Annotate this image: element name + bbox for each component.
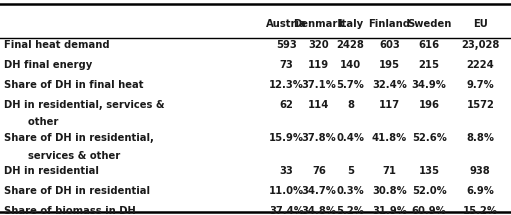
Text: other: other bbox=[14, 117, 59, 127]
Text: 73: 73 bbox=[280, 60, 293, 70]
Text: 616: 616 bbox=[419, 40, 440, 50]
Text: EU: EU bbox=[473, 19, 487, 29]
Text: 41.8%: 41.8% bbox=[372, 133, 407, 143]
Text: 140: 140 bbox=[340, 60, 361, 70]
Text: 117: 117 bbox=[379, 100, 400, 110]
Text: 2428: 2428 bbox=[337, 40, 364, 50]
Text: Share of biomass in DH: Share of biomass in DH bbox=[4, 206, 136, 215]
Text: Final heat demand: Final heat demand bbox=[4, 40, 110, 50]
Text: Italy: Italy bbox=[338, 19, 363, 29]
Text: Share of DH in final heat: Share of DH in final heat bbox=[4, 80, 144, 90]
Text: 52.0%: 52.0% bbox=[412, 186, 447, 197]
Text: 12.3%: 12.3% bbox=[269, 80, 304, 90]
Text: 11.0%: 11.0% bbox=[269, 186, 304, 197]
Text: services & other: services & other bbox=[14, 151, 121, 161]
Text: 135: 135 bbox=[419, 166, 440, 177]
Text: Austria: Austria bbox=[266, 19, 307, 29]
Text: Finland: Finland bbox=[368, 19, 410, 29]
Text: 320: 320 bbox=[309, 40, 329, 50]
Text: 62: 62 bbox=[280, 100, 294, 110]
Text: 0.4%: 0.4% bbox=[337, 133, 364, 143]
Text: 8.8%: 8.8% bbox=[467, 133, 494, 143]
Text: 30.8%: 30.8% bbox=[372, 186, 407, 197]
Text: 5.2%: 5.2% bbox=[337, 206, 364, 215]
Text: 1572: 1572 bbox=[467, 100, 494, 110]
Text: 195: 195 bbox=[379, 60, 400, 70]
Text: Sweden: Sweden bbox=[407, 19, 451, 29]
Text: 31.9%: 31.9% bbox=[372, 206, 407, 215]
Text: 34.9%: 34.9% bbox=[412, 80, 447, 90]
Text: 0.3%: 0.3% bbox=[337, 186, 364, 197]
Text: 603: 603 bbox=[379, 40, 400, 50]
Text: 5: 5 bbox=[347, 166, 354, 177]
Text: 8: 8 bbox=[347, 100, 354, 110]
Text: 23,028: 23,028 bbox=[461, 40, 500, 50]
Text: 938: 938 bbox=[470, 166, 491, 177]
Text: 9.7%: 9.7% bbox=[467, 80, 494, 90]
Text: 114: 114 bbox=[308, 100, 330, 110]
Text: 215: 215 bbox=[419, 60, 440, 70]
Text: DH in residential: DH in residential bbox=[4, 166, 99, 177]
Text: 196: 196 bbox=[419, 100, 440, 110]
Text: 34.8%: 34.8% bbox=[301, 206, 336, 215]
Text: DH in residential, services &: DH in residential, services & bbox=[4, 100, 165, 110]
Text: 34.7%: 34.7% bbox=[301, 186, 336, 197]
Text: 60.9%: 60.9% bbox=[412, 206, 447, 215]
Text: 15.9%: 15.9% bbox=[269, 133, 304, 143]
Text: 76: 76 bbox=[312, 166, 326, 177]
Text: 33: 33 bbox=[280, 166, 293, 177]
Text: 37.4%: 37.4% bbox=[269, 206, 304, 215]
Text: DH final energy: DH final energy bbox=[4, 60, 92, 70]
Text: Denmark: Denmark bbox=[293, 19, 344, 29]
Text: 593: 593 bbox=[276, 40, 297, 50]
Text: 37.8%: 37.8% bbox=[301, 133, 336, 143]
Text: Share of DH in residential: Share of DH in residential bbox=[4, 186, 150, 197]
Text: 15.2%: 15.2% bbox=[463, 206, 498, 215]
Text: 37.1%: 37.1% bbox=[301, 80, 336, 90]
Text: 6.9%: 6.9% bbox=[467, 186, 494, 197]
Text: 5.7%: 5.7% bbox=[337, 80, 364, 90]
Text: 32.4%: 32.4% bbox=[372, 80, 407, 90]
Text: 2224: 2224 bbox=[467, 60, 494, 70]
Text: 71: 71 bbox=[382, 166, 397, 177]
Text: Share of DH in residential,: Share of DH in residential, bbox=[4, 133, 154, 143]
Text: 52.6%: 52.6% bbox=[412, 133, 447, 143]
Text: 119: 119 bbox=[308, 60, 330, 70]
